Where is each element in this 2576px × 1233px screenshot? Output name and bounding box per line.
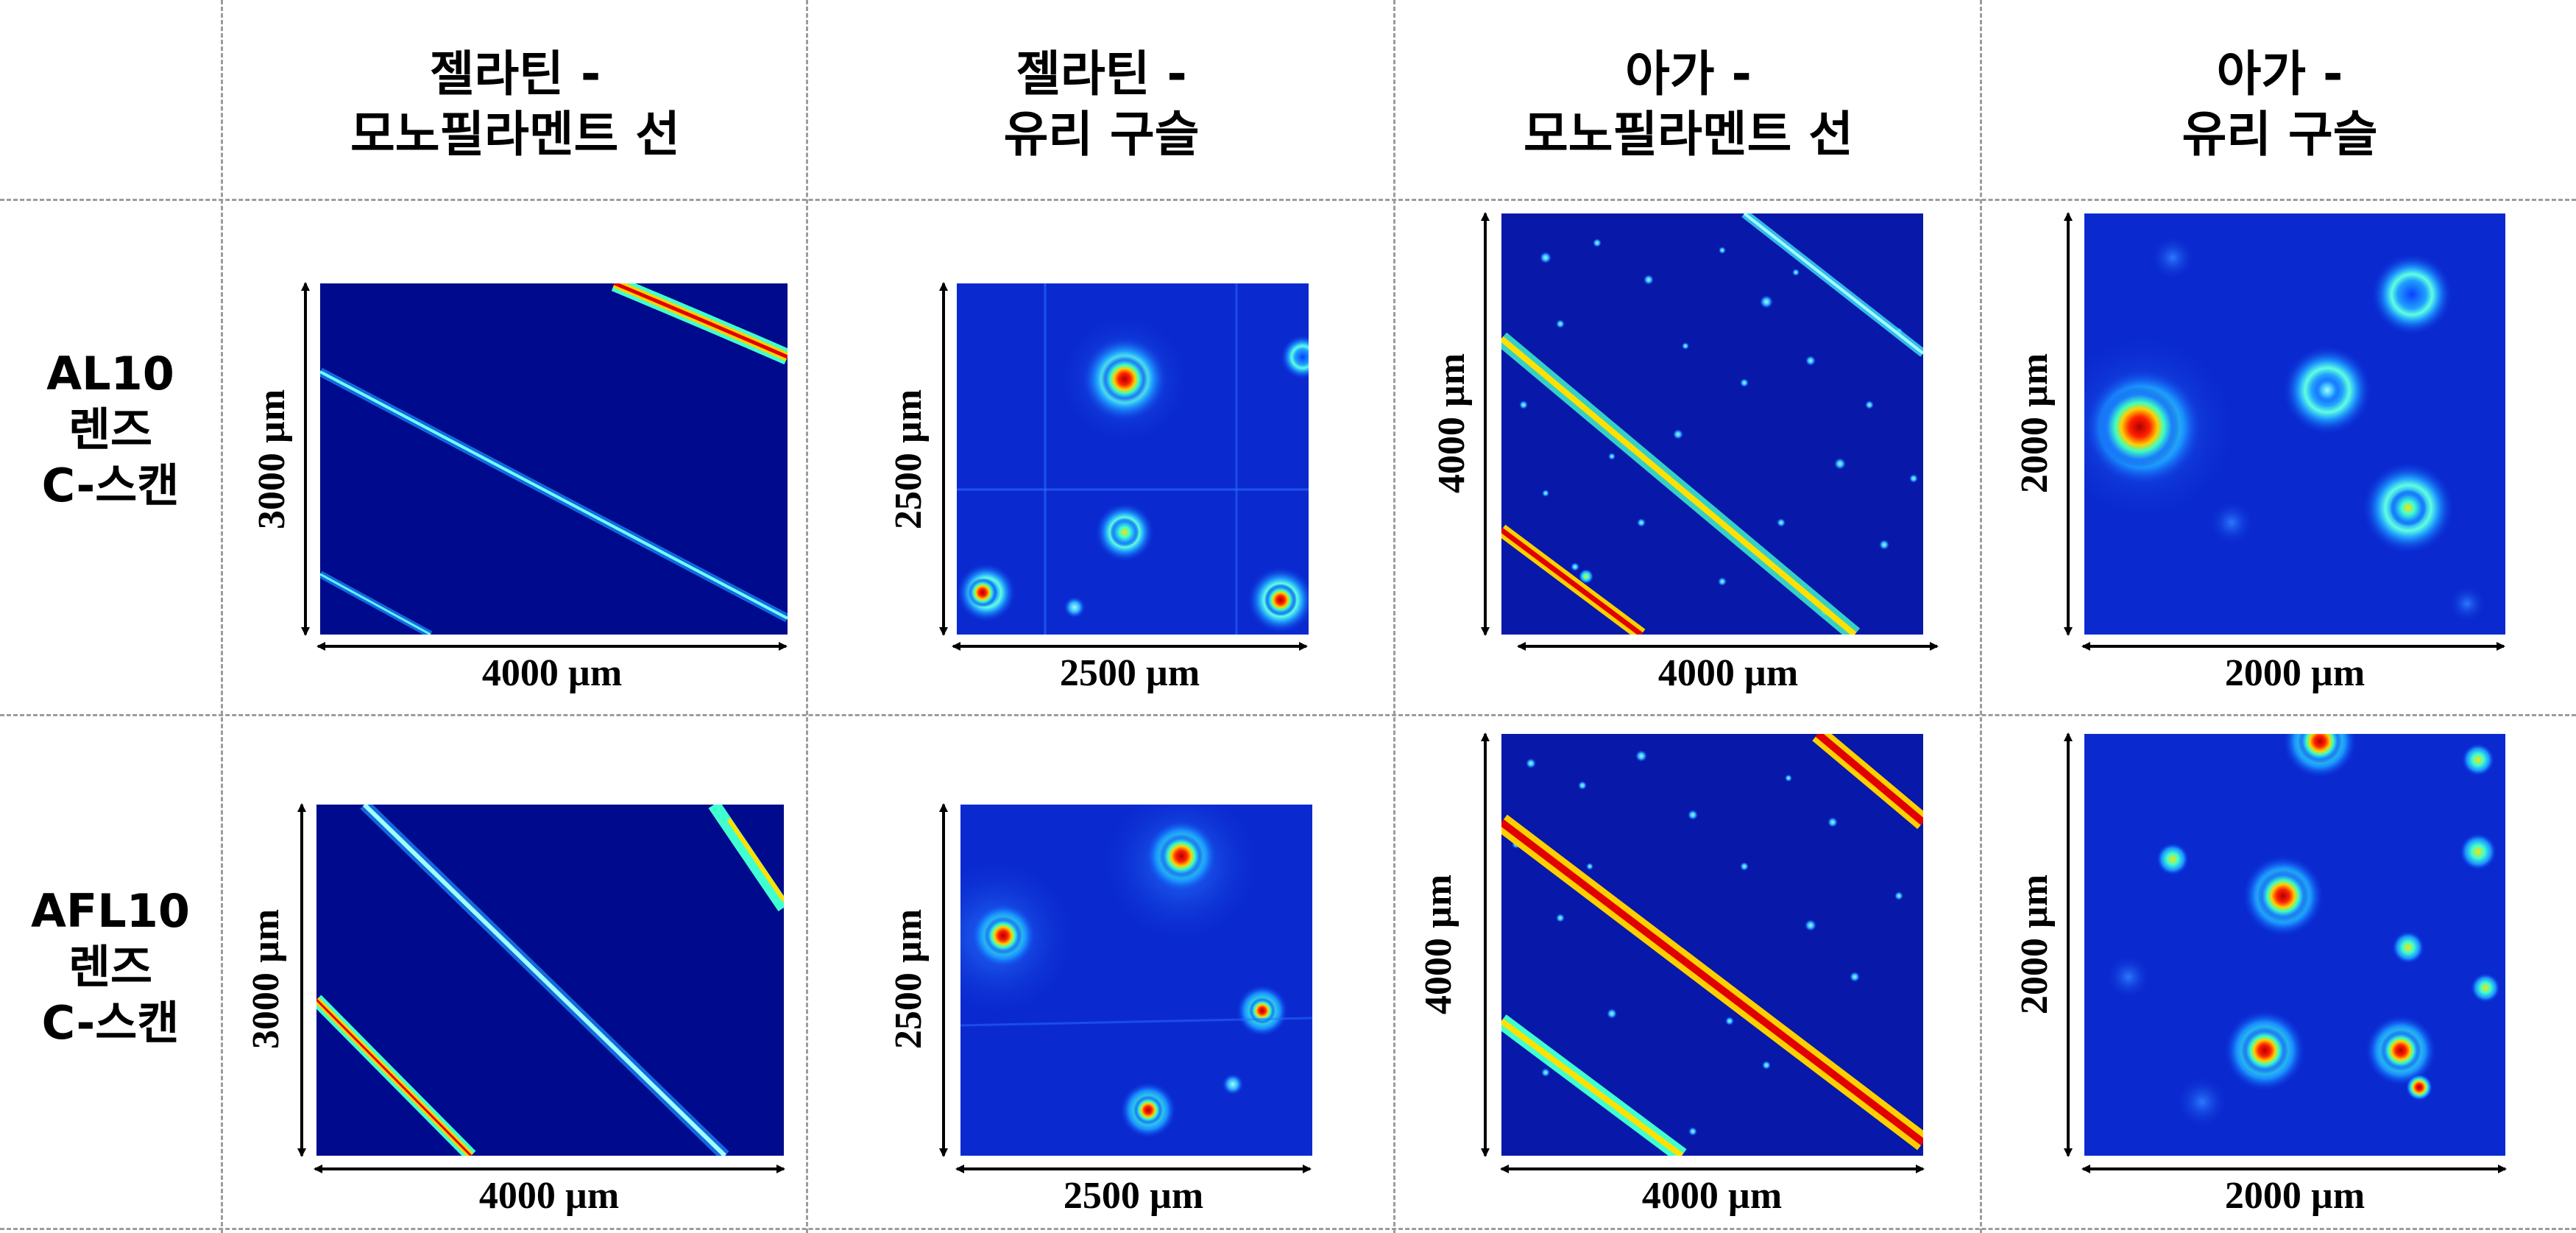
column-header-line1: 젤라틴 - [429, 46, 601, 102]
y-dimension-label: 2500 µm [888, 908, 930, 1050]
row-header-line3: C-스캔 [41, 459, 180, 512]
cscan-afl10-gelatin-glass-beads [960, 805, 1312, 1156]
y-dimension-label: 2000 µm [2014, 353, 2056, 494]
column-header-line1: 아가 - [2216, 46, 2343, 102]
row-header-afl10: AFL10 렌즈 C-스캔 [0, 883, 221, 1051]
column-header-line2: 유리 구슬 [2182, 106, 2378, 163]
y-dimension-label: 3000 µm [251, 389, 293, 530]
cscan-image [316, 805, 784, 1156]
row-header-line2: 렌즈 [68, 403, 153, 456]
x-dimension-label: 2000 µm [2224, 652, 2366, 694]
cscan-afl10-agar-monofilament [1501, 734, 1923, 1156]
cscan-image [1501, 213, 1923, 635]
column-header-line2: 모노필라멘트 선 [1523, 106, 1854, 163]
cscan-afl10-agar-glass-beads [2084, 734, 2505, 1156]
column-header-agar-monofilament: 아가 - 모노필라멘트 선 [1397, 44, 1980, 165]
column-header-line2: 모노필라멘트 선 [350, 106, 681, 163]
cscan-image [960, 805, 1312, 1156]
row-header-line2: 렌즈 [68, 940, 153, 994]
y-dimension-label: 4000 µm [1431, 353, 1473, 494]
row-header-line1: AFL10 [30, 884, 191, 938]
grid-line-col-4 [1980, 0, 1982, 1233]
column-header-agar-glass-beads: 아가 - 유리 구슬 [1984, 44, 2576, 165]
column-header-gelatin-monofilament: 젤라틴 - 모노필라멘트 선 [224, 44, 806, 165]
column-header-line1: 아가 - [1625, 46, 1752, 102]
grid-line-col-1 [221, 0, 223, 1233]
cscan-al10-gelatin-glass-beads [957, 283, 1309, 635]
x-dimension-label: 4000 µm [478, 1175, 620, 1217]
cscan-al10-gelatin-monofilament [320, 283, 788, 635]
column-header-line1: 젤라틴 - [1016, 46, 1187, 102]
x-dimension-label: 4000 µm [1657, 652, 1799, 694]
x-dimension-label: 4000 µm [481, 652, 623, 694]
x-dimension-label: 2500 µm [1063, 1175, 1204, 1217]
cscan-al10-agar-glass-beads [2084, 213, 2505, 635]
x-dimension-label: 4000 µm [1641, 1175, 1783, 1217]
grid-line-col-3 [1393, 0, 1395, 1233]
y-dimension-label: 2000 µm [2014, 874, 2056, 1015]
grid-line-top-header [0, 199, 2576, 201]
x-dimension-label: 2000 µm [2224, 1175, 2366, 1217]
grid-line-row-divider [0, 714, 2576, 716]
x-dimension-label: 2500 µm [1059, 652, 1200, 694]
row-header-line1: AL10 [46, 347, 174, 400]
grid-line-bottom [0, 1228, 2576, 1230]
cscan-afl10-gelatin-monofilament [316, 805, 784, 1156]
grid-line-col-2 [806, 0, 808, 1233]
y-dimension-label: 2500 µm [888, 389, 930, 530]
column-header-line2: 유리 구슬 [1003, 106, 1200, 163]
cscan-image [957, 283, 1309, 635]
cscan-al10-agar-monofilament [1501, 213, 1923, 635]
column-header-gelatin-glass-beads: 젤라틴 - 유리 구슬 [810, 44, 1393, 165]
y-dimension-label: 4000 µm [1418, 874, 1459, 1015]
y-dimension-label: 3000 µm [245, 908, 287, 1050]
cscan-image [2084, 213, 2505, 635]
cscan-image [1501, 734, 1923, 1156]
row-header-line3: C-스캔 [41, 996, 180, 1050]
cscan-image [2084, 734, 2505, 1156]
cscan-image [320, 283, 788, 635]
row-header-al10: AL10 렌즈 C-스캔 [0, 346, 221, 514]
